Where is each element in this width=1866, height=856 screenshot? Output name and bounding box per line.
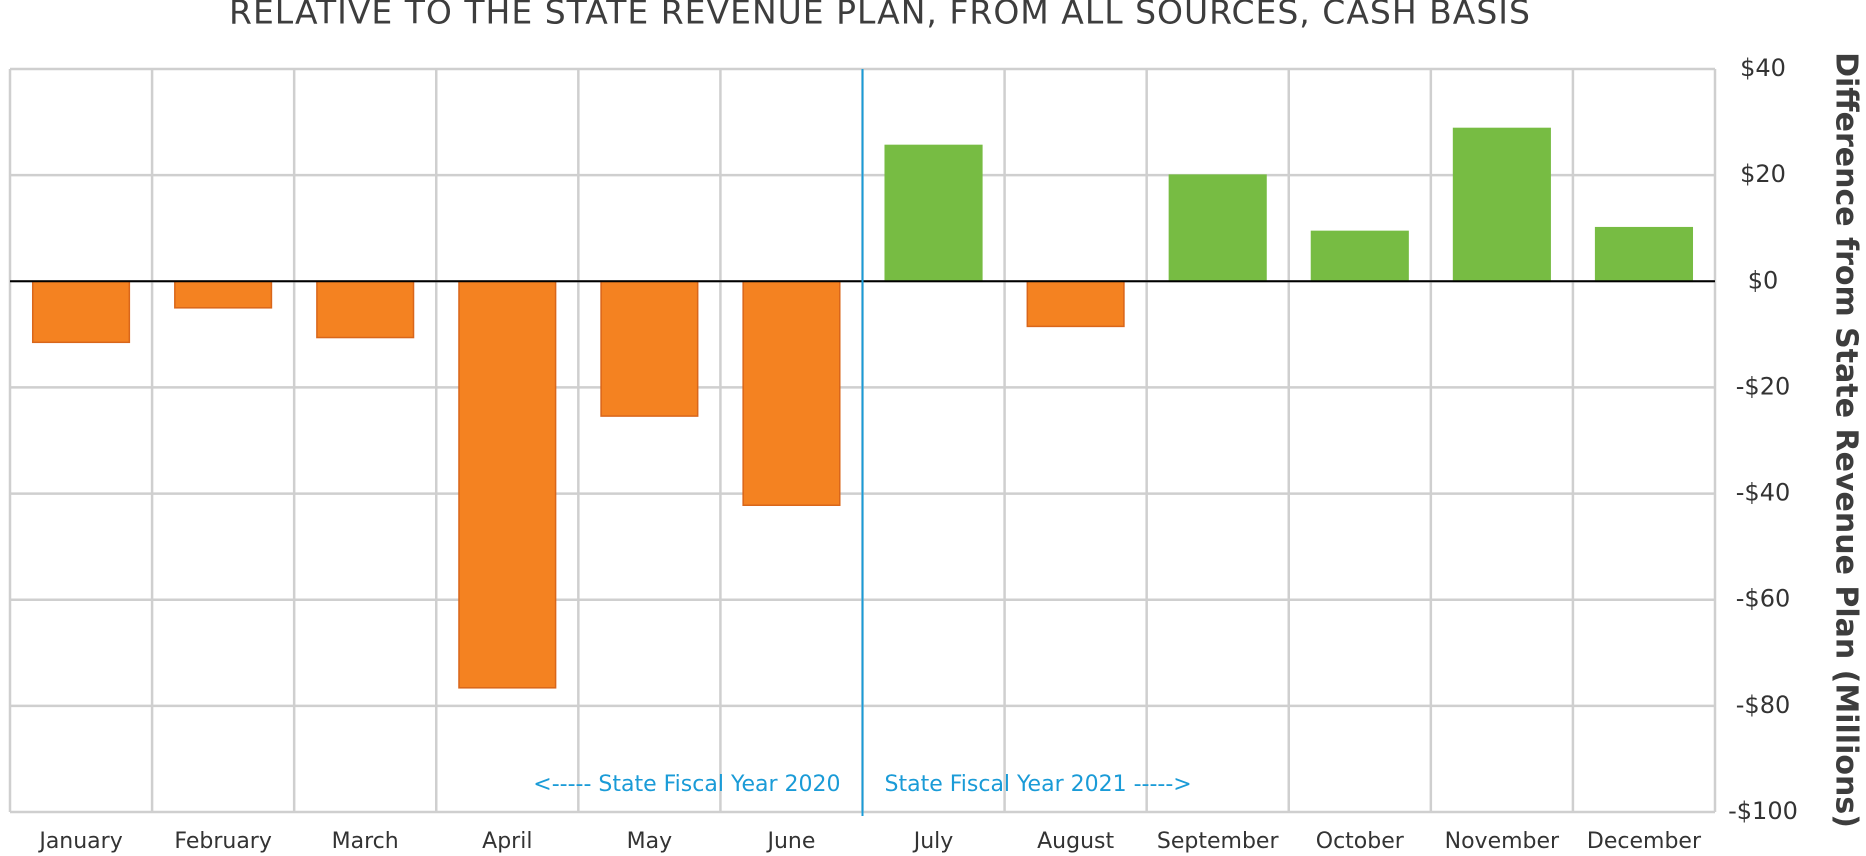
- bar: [1452, 127, 1551, 283]
- bar: [1026, 280, 1125, 328]
- y-tick-label: -$100: [1728, 797, 1798, 825]
- bar: [1310, 230, 1409, 283]
- bar: [1168, 174, 1267, 283]
- chart-title: RELATIVE TO THE STATE REVENUE PLAN, FROM…: [229, 0, 1531, 32]
- y-tick-label: $20: [1740, 160, 1786, 188]
- y-tick-label: -$20: [1736, 372, 1790, 400]
- bar: [600, 280, 699, 417]
- y-tick-label: $0: [1748, 266, 1779, 294]
- bar: [884, 144, 983, 283]
- annotation: State Fiscal Year 2021 ----->: [885, 772, 1192, 797]
- x-tick-label: November: [1445, 829, 1560, 854]
- x-tick-label: April: [482, 829, 532, 854]
- x-tick-label: January: [37, 829, 122, 854]
- y-axis-label: Difference from State Revenue Plan (Mill…: [1829, 52, 1864, 828]
- y-tick-label: $40: [1740, 54, 1786, 82]
- x-tick-label: August: [1037, 829, 1114, 854]
- bar: [742, 280, 841, 506]
- y-tick-label: -$80: [1736, 691, 1790, 719]
- bar: [316, 280, 415, 339]
- x-tick-label: March: [332, 829, 399, 854]
- bar: [174, 280, 273, 309]
- x-tick-label: February: [174, 829, 272, 854]
- x-tick-label: December: [1587, 829, 1702, 854]
- y-tick-label: -$60: [1736, 585, 1790, 613]
- x-tick-label: September: [1157, 829, 1280, 854]
- x-tick-label: October: [1316, 829, 1405, 854]
- bar: [31, 280, 131, 344]
- bar: [1594, 226, 1694, 283]
- x-tick-label: June: [765, 829, 815, 854]
- y-tick-label: -$40: [1736, 479, 1790, 507]
- annotation: <----- State Fiscal Year 2020: [533, 772, 840, 797]
- x-tick-label: May: [627, 829, 672, 854]
- x-tick-label: July: [912, 829, 954, 854]
- bar: [458, 280, 557, 689]
